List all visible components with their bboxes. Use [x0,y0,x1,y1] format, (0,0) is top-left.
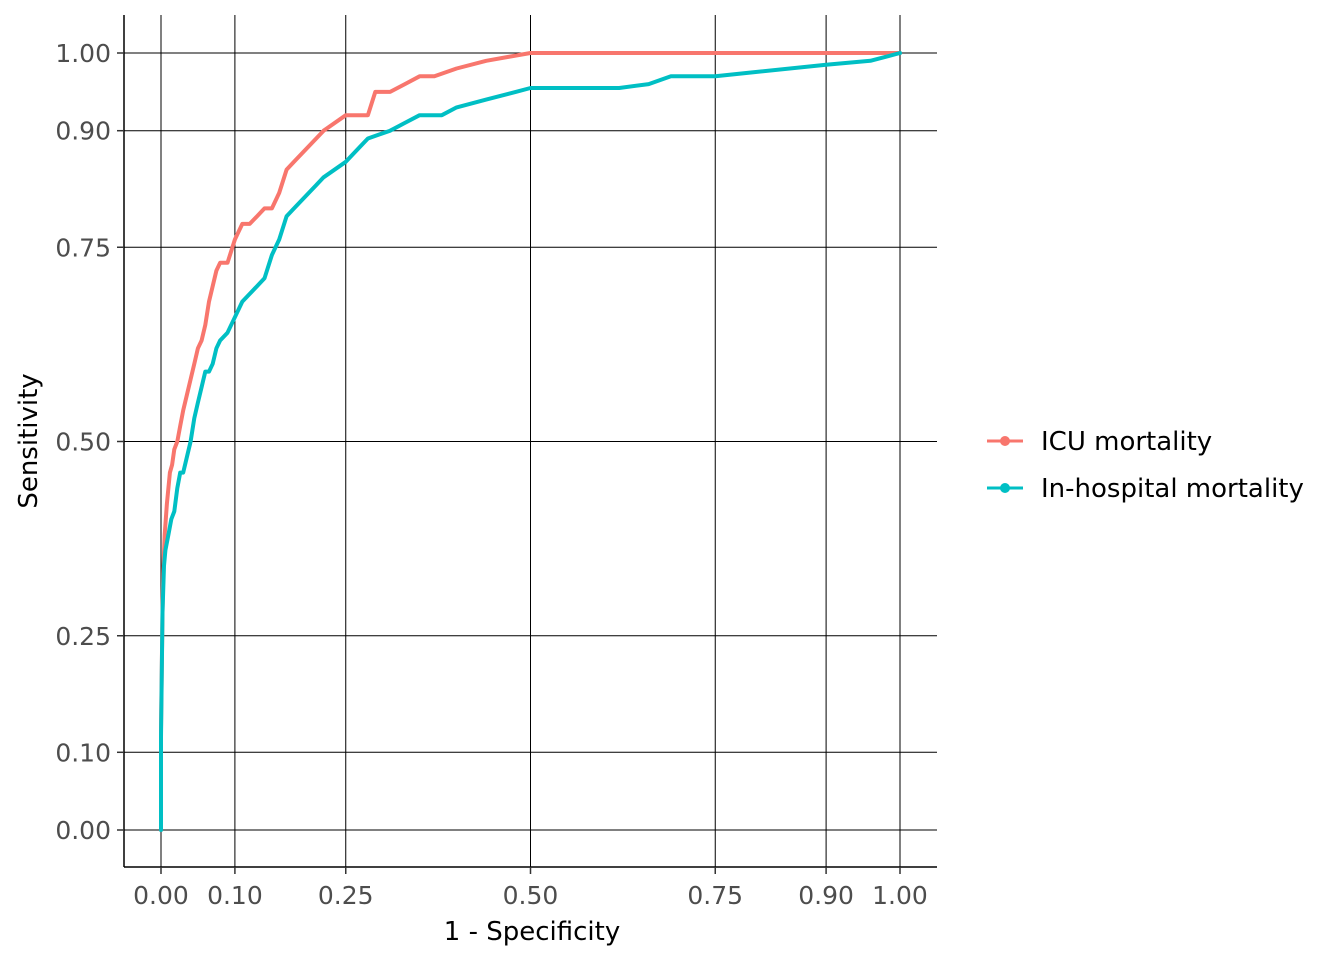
legend-item-icu-mortality: ICU mortality [987,427,1212,457]
x-axis-title: 1 - Specificity [444,917,620,947]
y-tick-label-2: 0.25 [55,622,111,651]
legend-label-icu-mortality: ICU mortality [1041,427,1212,457]
y-tick-label-0: 0.00 [55,816,111,845]
series-line-in-hospital-mortality [159,51,902,832]
x-tick-label-4: 0.75 [687,881,743,910]
axis-layer [117,15,937,874]
legend-marker-icu-mortality [1000,436,1010,446]
x-tick-label-5: 0.90 [798,881,854,910]
legend: ICU mortality In-hospital mortality [987,427,1304,504]
y-tick-label-1: 0.10 [55,738,111,767]
grid-layer [124,15,937,867]
legend-label-in-hospital-mortality: In-hospital mortality [1041,474,1304,504]
y-tick-label-4: 0.75 [55,233,111,262]
y-tick-label-3: 0.50 [55,428,111,457]
x-tick-label-3: 0.50 [503,881,559,910]
y-tick-label-5: 0.90 [55,117,111,146]
legend-item-in-hospital-mortality: In-hospital mortality [987,474,1304,504]
x-tick-label-1: 0.10 [207,881,263,910]
series-line-icu-mortality [159,51,902,832]
y-axis-title: Sensitivity [14,373,44,508]
y-tick-label-6: 1.00 [55,39,111,68]
tick-label-layer: 0.00 0.10 0.25 0.50 0.75 0.90 1.00 0.00 0.10 0.25… [55,39,928,910]
series-layer [159,51,902,832]
x-tick-label-6: 1.00 [872,881,928,910]
x-tick-label-2: 0.25 [318,881,374,910]
legend-marker-in-hospital-mortality [1000,483,1010,493]
x-tick-label-0: 0.00 [133,881,189,910]
